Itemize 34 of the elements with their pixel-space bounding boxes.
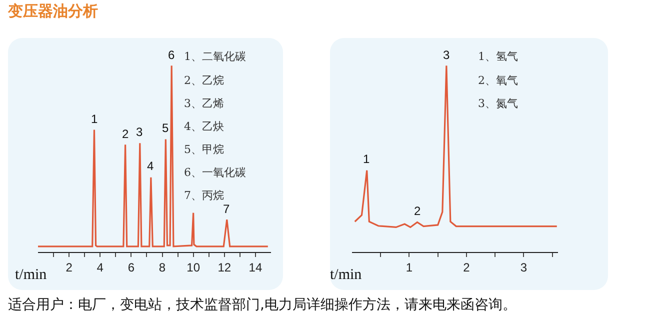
annotation: 2、乙烷 bbox=[184, 74, 224, 87]
annotation: 5、甲烷 bbox=[184, 143, 224, 156]
chart-title: 变压器油分析 bbox=[8, 2, 98, 21]
x-tick-label: 12 bbox=[218, 260, 232, 274]
annotation: 1 bbox=[91, 112, 98, 126]
annotation: 3 bbox=[443, 48, 450, 62]
annotation: 2 bbox=[414, 204, 421, 218]
text: 1、氢气 bbox=[478, 50, 518, 63]
annotation: 7 bbox=[223, 202, 230, 216]
x-tick-label: 3 bbox=[520, 260, 528, 274]
x-tick-label: 6 bbox=[128, 260, 135, 274]
x-tick-label: 14 bbox=[248, 260, 262, 274]
x-tick-label: 8 bbox=[158, 260, 166, 274]
annotation: 6 bbox=[168, 48, 175, 62]
annotation: 4 bbox=[147, 159, 154, 173]
annotation: 1 bbox=[363, 152, 370, 166]
text: 1、二氧化碳 bbox=[184, 50, 246, 63]
x-tick-label: 4 bbox=[96, 260, 104, 274]
x-axis-title: t/min bbox=[15, 267, 48, 283]
x-tick-label: 1 bbox=[406, 260, 413, 274]
x-tick-label: 2 bbox=[463, 260, 470, 274]
annotation: 4、乙炔 bbox=[184, 120, 224, 133]
annotation: 7、丙烷 bbox=[184, 189, 224, 202]
annotation: 2、氧气 bbox=[478, 74, 518, 87]
annotation: 6、一氧化碳 bbox=[184, 166, 246, 179]
annotation: 3、氮气 bbox=[478, 97, 518, 110]
text: 适合用户：电厂，变电站，技术监督部门,电力局详细操作方法，请来电来函咨询。 bbox=[8, 296, 516, 314]
annotation: 2 bbox=[122, 127, 129, 141]
annotation: 3 bbox=[136, 125, 143, 139]
x-tick-label: 2 bbox=[66, 260, 73, 274]
annotation: 3、乙烯 bbox=[184, 97, 224, 110]
annotation: 5 bbox=[162, 121, 169, 135]
x-tick-label: 10 bbox=[186, 260, 200, 274]
x-axis-title: t/min bbox=[330, 267, 362, 283]
